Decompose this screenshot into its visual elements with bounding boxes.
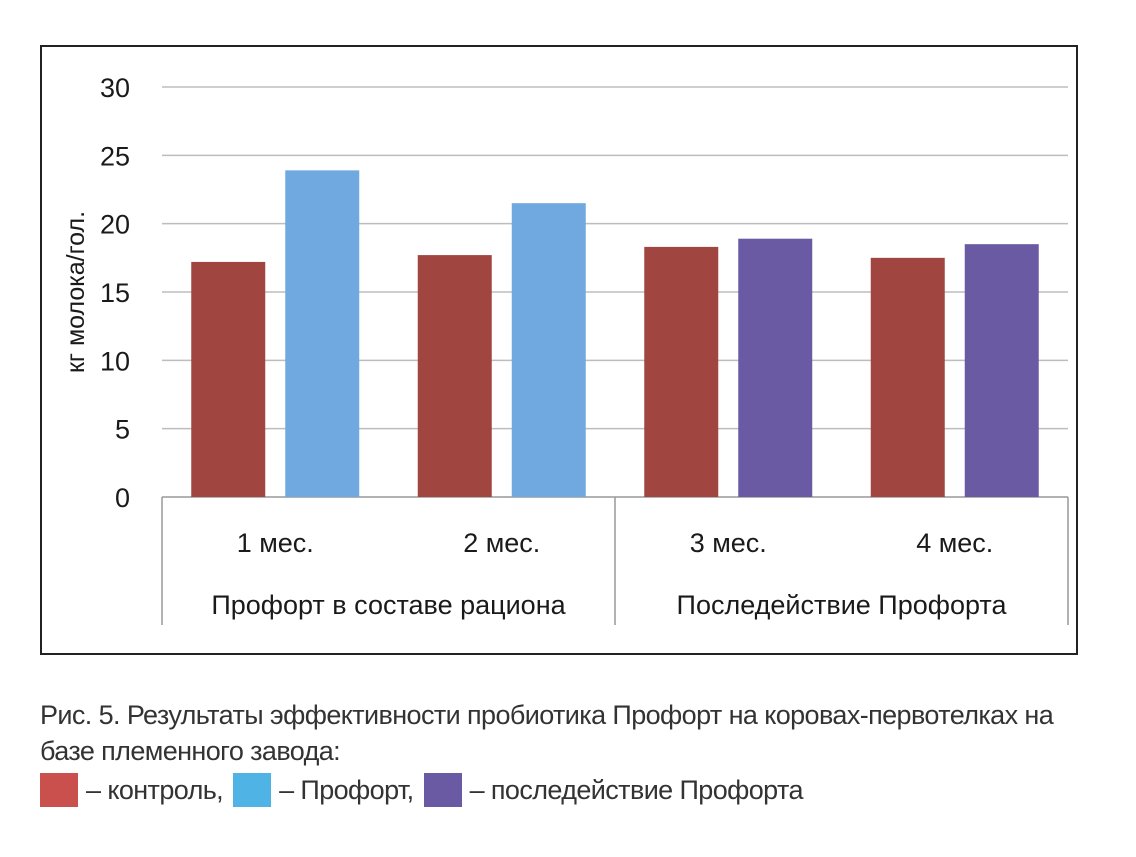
bar-chart: 0 5 10 15 20 25 30 кг молока/гол. 1 мес. 2 мес. 3 … [62, 73, 1069, 625]
group-label: Профорт в составе рациона [211, 590, 566, 620]
category-label: 2 мес. [463, 528, 540, 558]
red-swatch-icon [40, 773, 78, 807]
bar [511, 203, 586, 497]
purple-swatch-icon [423, 773, 462, 807]
bar [738, 238, 813, 497]
y-tick-label: 0 [115, 483, 130, 513]
category-label: 4 мес. [916, 528, 993, 558]
group-label: Последействие Профорта [677, 590, 1008, 620]
figure-caption: Рис. 5. Результаты эффективности пробиот… [40, 700, 1054, 766]
bar [964, 244, 1039, 497]
chart-frame: 0 5 10 15 20 25 30 кг молока/гол. 1 мес. 2 мес. 3 … [40, 45, 1078, 655]
legend-item-control: – контроль, [40, 773, 224, 807]
y-tick-label: 25 [100, 141, 130, 171]
category-label: 1 мес. [237, 528, 314, 558]
y-tick-label: 20 [100, 210, 130, 240]
bar [285, 170, 360, 497]
caption-legend: – контроль, – Профорт, – последействие П… [40, 772, 813, 808]
legend-item-profort: – Профорт, [233, 773, 414, 807]
legend-label-profort: – Профорт, [279, 774, 414, 805]
legend-label-control: – контроль, [86, 774, 224, 805]
y-axis-label: кг молока/гол. [62, 211, 90, 373]
bar [191, 261, 266, 497]
legend-label-aftereffect: – последействие Профорта [469, 774, 804, 805]
legend-item-aftereffect: – последействие Профорта [423, 773, 804, 807]
y-tick-label: 5 [115, 415, 130, 445]
bar [870, 257, 945, 497]
bar [417, 255, 492, 497]
bar [644, 246, 719, 497]
category-label: 3 мес. [690, 528, 767, 558]
y-tick-label: 15 [100, 278, 130, 308]
y-tick-label: 30 [100, 73, 130, 103]
blue-swatch-icon [233, 773, 272, 807]
y-tick-label: 10 [100, 346, 130, 376]
